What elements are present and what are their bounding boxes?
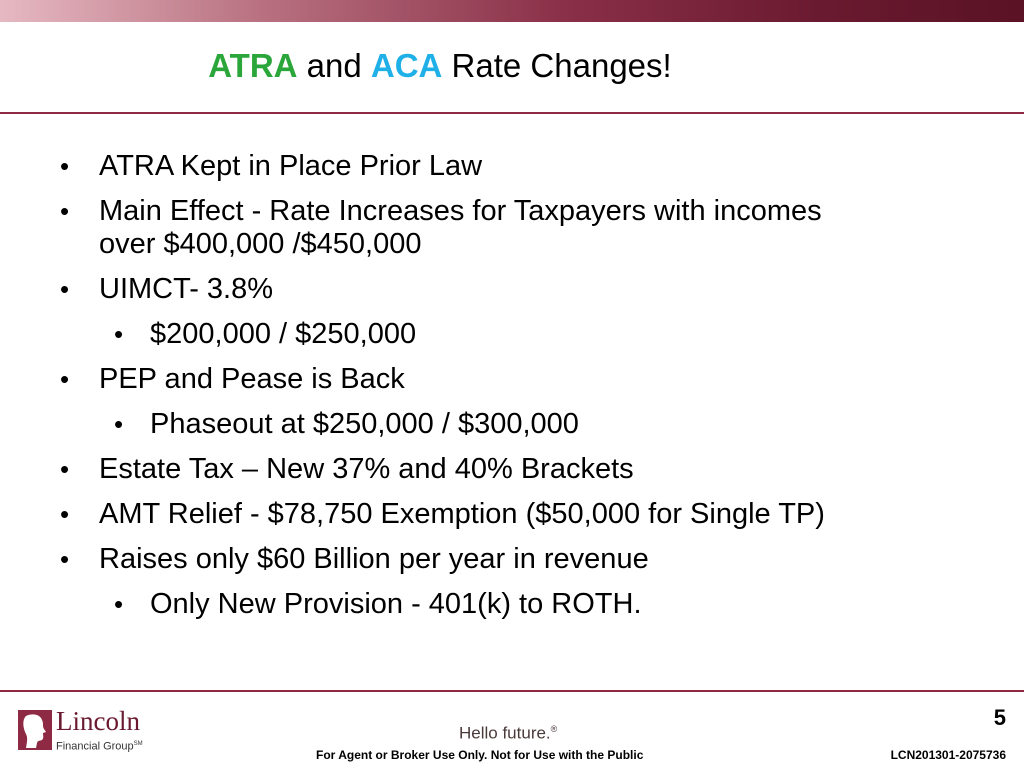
disclaimer-text: For Agent or Broker Use Only. Not for Us… xyxy=(316,748,644,762)
tagline-registered-mark: ® xyxy=(550,724,558,734)
bullet-text: Main Effect - Rate Increases for Taxpaye… xyxy=(99,195,822,227)
bullet-marker: • xyxy=(114,589,124,619)
header-divider xyxy=(0,112,1024,114)
footer-divider xyxy=(0,690,1024,692)
bullet-text-continued: over $400,000 /$450,000 xyxy=(99,228,422,260)
logo-subtitle: Financial GroupSM xyxy=(56,737,143,754)
sub-bullet-item: • $200,000 / $250,000 xyxy=(0,318,1024,351)
bullet-item: • Estate Tax – New 37% and 40% Brackets xyxy=(0,453,1024,486)
bullet-marker: • xyxy=(60,364,70,394)
bullet-text: PEP and Pease is Back xyxy=(99,363,405,395)
bullet-marker: • xyxy=(60,499,70,529)
page-number: 5 xyxy=(993,705,1006,730)
top-banner-bar xyxy=(0,0,1024,22)
title-and: and xyxy=(297,47,371,84)
title-aca: ACA xyxy=(370,47,443,84)
lincoln-profile-icon xyxy=(18,710,52,750)
tagline-text: Hello future. xyxy=(459,723,551,743)
bullet-text: AMT Relief - $78,750 Exemption ($50,000 … xyxy=(99,498,825,530)
bullet-text: Only New Provision - 401(k) to ROTH. xyxy=(150,588,642,620)
tagline: Hello future.® xyxy=(459,718,557,745)
bullet-item: • ATRA Kept in Place Prior Law xyxy=(0,150,1024,183)
bullet-text: Raises only $60 Billion per year in reve… xyxy=(99,543,649,575)
sub-bullet-item: • Phaseout at $250,000 / $300,000 xyxy=(0,408,1024,441)
bullet-marker: • xyxy=(60,454,70,484)
bullet-marker: • xyxy=(114,319,124,349)
slide-title: ATRA and ACA Rate Changes! xyxy=(0,44,880,88)
bullet-text: Estate Tax – New 37% and 40% Brackets xyxy=(99,453,634,485)
bullet-text: Phaseout at $250,000 / $300,000 xyxy=(150,408,579,440)
bullet-marker: • xyxy=(60,274,70,304)
bullet-list: • ATRA Kept in Place Prior Law • Main Ef… xyxy=(0,150,1024,633)
logo-service-mark: SM xyxy=(133,741,143,747)
bullet-marker: • xyxy=(60,151,70,181)
bullet-marker: • xyxy=(60,544,70,574)
bullet-text: UIMCT- 3.8% xyxy=(99,273,274,305)
bullet-marker: • xyxy=(114,409,124,439)
bullet-marker: • xyxy=(60,196,70,226)
bullet-item: • UIMCT- 3.8% xyxy=(0,273,1024,306)
bullet-item: • PEP and Pease is Back xyxy=(0,363,1024,396)
bullet-text: $200,000 / $250,000 xyxy=(150,318,417,350)
document-code: LCN201301-2075736 xyxy=(890,748,1006,762)
bullet-item: • Raises only $60 Billion per year in re… xyxy=(0,543,1024,576)
lincoln-logo: Lincoln Financial GroupSM xyxy=(18,706,158,754)
logo-name: Lincoln xyxy=(56,706,140,736)
title-atra: ATRA xyxy=(208,47,298,84)
logo-sub-text: Financial Group xyxy=(56,740,134,753)
title-rest: Rate Changes! xyxy=(442,47,672,84)
sub-bullet-item: • Only New Provision - 401(k) to ROTH. xyxy=(0,588,1024,621)
bullet-item: • AMT Relief - $78,750 Exemption ($50,00… xyxy=(0,498,1024,531)
bullet-item: • Main Effect - Rate Increases for Taxpa… xyxy=(0,195,1024,261)
bullet-text: ATRA Kept in Place Prior Law xyxy=(99,150,483,182)
